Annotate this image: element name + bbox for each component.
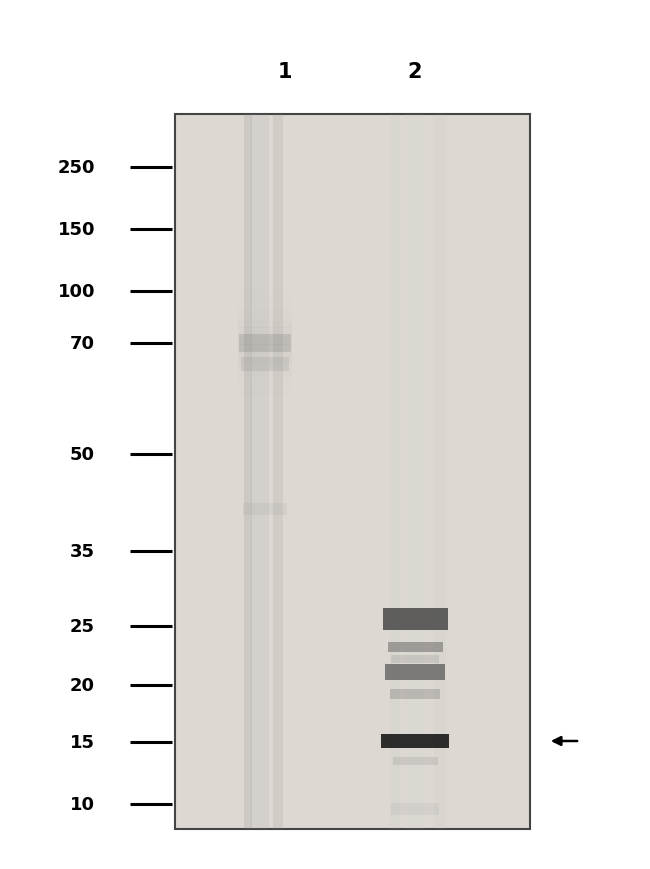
Text: 150: 150 [57,221,95,239]
Bar [238,317,292,320]
Bar [238,351,292,354]
Text: 100: 100 [57,282,95,301]
Bar [434,115,446,829]
Bar [385,664,445,680]
Bar [238,368,292,370]
Bar [238,356,292,359]
Bar [238,388,292,390]
Bar [238,302,292,306]
Bar [238,365,292,368]
Bar [238,393,292,396]
Bar [238,370,292,374]
Bar [390,689,440,700]
Bar [238,373,292,376]
Bar [238,395,292,399]
Bar [243,503,287,515]
Bar [238,297,292,300]
Bar [238,381,292,385]
Bar [273,115,283,829]
Bar [238,320,292,322]
Bar [390,115,400,829]
Text: 70: 70 [70,335,95,353]
Bar [238,328,292,331]
Text: 20: 20 [70,676,95,694]
Bar [238,379,292,381]
Bar [238,295,292,297]
Bar [239,335,291,353]
Bar [238,308,292,311]
Text: 25: 25 [70,617,95,635]
Bar [238,362,292,365]
Bar [238,311,292,315]
Bar [244,115,252,829]
Bar [238,384,292,388]
Bar [238,354,292,356]
Bar [381,734,449,748]
Bar [238,314,292,317]
Bar [405,115,425,829]
Text: 50: 50 [70,446,95,463]
Bar [238,289,292,292]
Bar [393,757,437,765]
Text: 1: 1 [278,62,292,82]
Text: 15: 15 [70,733,95,751]
Bar [238,399,292,401]
Bar [238,300,292,303]
Bar [238,345,292,348]
Bar [238,325,292,328]
Bar [238,359,292,362]
Text: 10: 10 [70,795,95,813]
Bar [238,334,292,337]
Text: 2: 2 [408,62,422,82]
Bar [238,342,292,345]
Bar [391,655,439,663]
Bar [238,390,292,393]
Bar [238,291,292,295]
Bar [238,348,292,351]
Bar [238,336,292,340]
Bar [175,115,530,829]
Bar [241,357,289,372]
Bar [251,115,269,829]
Text: 35: 35 [70,542,95,561]
Bar [238,331,292,334]
Bar [238,340,292,342]
Bar [238,306,292,308]
Bar [238,376,292,379]
Bar [387,642,443,653]
Bar [382,608,447,630]
Bar [391,803,439,815]
Text: 250: 250 [57,159,95,176]
Bar [238,322,292,326]
